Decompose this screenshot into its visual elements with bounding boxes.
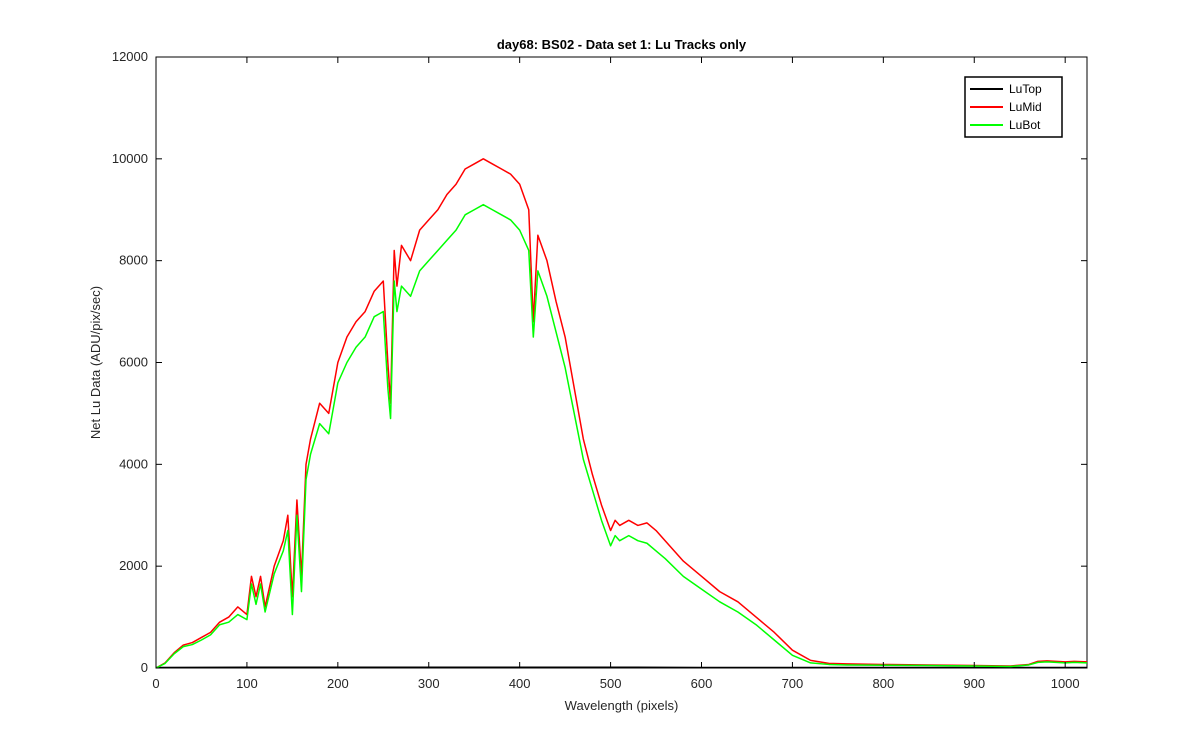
series-line-lubot — [155, 203, 1088, 669]
legend-label-lutop: LuTop — [1009, 82, 1042, 96]
series-line-lumid — [155, 158, 1088, 669]
legend-label-lumid: LuMid — [1009, 100, 1042, 114]
y-tick-label: 0 — [141, 660, 148, 675]
axes-layer: 0 100 200 300 400 500 600 700 800 900 100002000400… — [112, 49, 1087, 691]
x-tick-label: 100 — [236, 676, 258, 691]
chart-title: day68: BS02 - Data set 1: Lu Tracks only — [497, 37, 747, 52]
y-axis-label: Net Lu Data (ADU/pix/sec) — [88, 286, 103, 439]
y-tick-label: 6000 — [119, 355, 148, 370]
legend: LuTop LuMid LuBot — [964, 76, 1063, 138]
x-tick-label: 700 — [782, 676, 804, 691]
x-tick-label: 300 — [418, 676, 440, 691]
x-tick-label: 800 — [872, 676, 894, 691]
plot-area — [155, 56, 1088, 669]
y-tick-label: 12000 — [112, 49, 148, 64]
x-tick-label: 900 — [963, 676, 985, 691]
x-axis-label: Wavelength (pixels) — [565, 698, 679, 713]
y-tick-label: 4000 — [119, 456, 148, 471]
x-tick-label: 400 — [509, 676, 531, 691]
legend-label-lubot: LuBot — [1009, 118, 1041, 132]
y-tick-label: 10000 — [112, 151, 148, 166]
x-tick-label: 500 — [600, 676, 622, 691]
x-tick-label: 0 — [152, 676, 159, 691]
y-tick-label: 8000 — [119, 253, 148, 268]
x-tick-label: 600 — [691, 676, 713, 691]
x-tick-label: 1000 — [1051, 676, 1080, 691]
x-tick-label: 200 — [327, 676, 349, 691]
y-tick-label: 2000 — [119, 558, 148, 573]
